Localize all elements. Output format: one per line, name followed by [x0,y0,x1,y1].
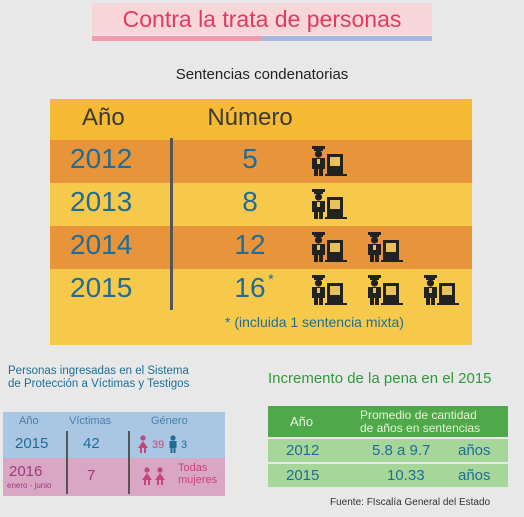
sistema-heading-line1: Personas ingresadas en el Sistema [8,365,189,377]
sentence-count-2013: 8 [242,186,258,217]
page-title: Contra la trata de personas [122,6,402,32]
sentencias-header-row: Año Número [50,99,472,140]
sistema-col-year: Año [19,415,39,427]
sentence-count-2015: 16 [234,272,266,303]
count-asterisk: * [268,271,274,288]
sistema-sub-2016: enero - junio [7,481,52,490]
sistema-row-2016: 2016 enero - junio 7 Todas mujeres [3,458,225,496]
sentence-count-2012: 5 [242,143,258,174]
sentencias-row-2013: 2013 8 [50,183,472,226]
pena-header-row: Año Promedio de cantidad de años en sent… [268,406,508,437]
woman-icon [138,435,148,453]
pena-col-avg-line1: Promedio de cantidad [360,408,477,422]
pena-heading: Incremento de la pena en el 2015 [268,370,492,387]
pena-unit-2012: años [458,442,491,459]
gender-note-line2: mujeres [178,474,218,486]
police-officer-icon [310,146,348,181]
man-icon [169,435,177,453]
sistema-divider-1 [66,431,68,494]
source-note: Fuente: FIscalía General del Estado [330,497,491,508]
pena-value-2012: 5.8 a 9.7 [372,442,431,459]
year-label-2015: 2015 [70,272,133,303]
police-officer-icon [310,275,348,310]
police-officer-icon [310,232,348,267]
sistema-heading: Personas ingresadas en el Sistema de Pro… [8,365,228,391]
pena-year-2015: 2015 [286,467,320,484]
pena-year-2012: 2012 [286,442,320,459]
men-count: 3 [181,439,188,451]
police-officer-icon [366,275,404,310]
col-number-header: Número [207,104,293,131]
pena-row-2015: 2015 10.33 años [268,464,508,487]
sistema-header-row: Año Víctimas Género [3,412,225,431]
police-officer-icon [366,232,404,267]
pena-unit-2015: años [458,467,491,484]
year-label-2012: 2012 [70,143,133,174]
women-icon [142,467,165,485]
pena-row-2012: 2012 5.8 a 9.7 años [268,439,508,462]
women-count: 39 [152,439,165,451]
pena-value-2015: 10.33 [387,467,425,484]
table-divider [170,138,173,310]
sistema-col-gender: Género [151,415,188,427]
title-background [92,3,432,35]
sistema-victims-2016: 7 [87,467,96,484]
sistema-col-victims: Víctimas [69,415,112,427]
pena-col-year: Año [290,414,314,429]
sistema-divider-2 [128,431,130,494]
pena-col-avg-line2: de años en sentencias [360,421,481,435]
col-year-header: Año [82,104,125,131]
year-label-2013: 2013 [70,186,133,217]
sistema-victims-2015: 42 [83,435,100,452]
sistema-year-2015: 2015 [15,435,49,452]
year-label-2014: 2014 [70,229,133,260]
sistema-row-2015: 2015 42 39 3 [3,431,225,458]
sentence-count-2014: 12 [234,229,266,260]
sentencias-row-2012: 2012 5 [50,140,472,183]
police-officer-icon [422,275,460,310]
sistema-heading-line2: de Protección a Víctimas y Testigos [8,378,190,390]
title-underline-pink [92,36,262,41]
title-underline-blue [262,36,432,41]
sentencias-row-2014: 2014 12 [50,226,472,269]
sistema-year-2016: 2016 [9,463,43,480]
footnote: * (incluida 1 sentencia mixta) [225,314,404,330]
sentencias-row-2015: 2015 16 * [50,269,472,345]
police-officer-icon [310,189,348,224]
sentencias-heading: Sentencias condenatorias [175,66,349,83]
gender-note-line1: Todas [178,462,208,474]
